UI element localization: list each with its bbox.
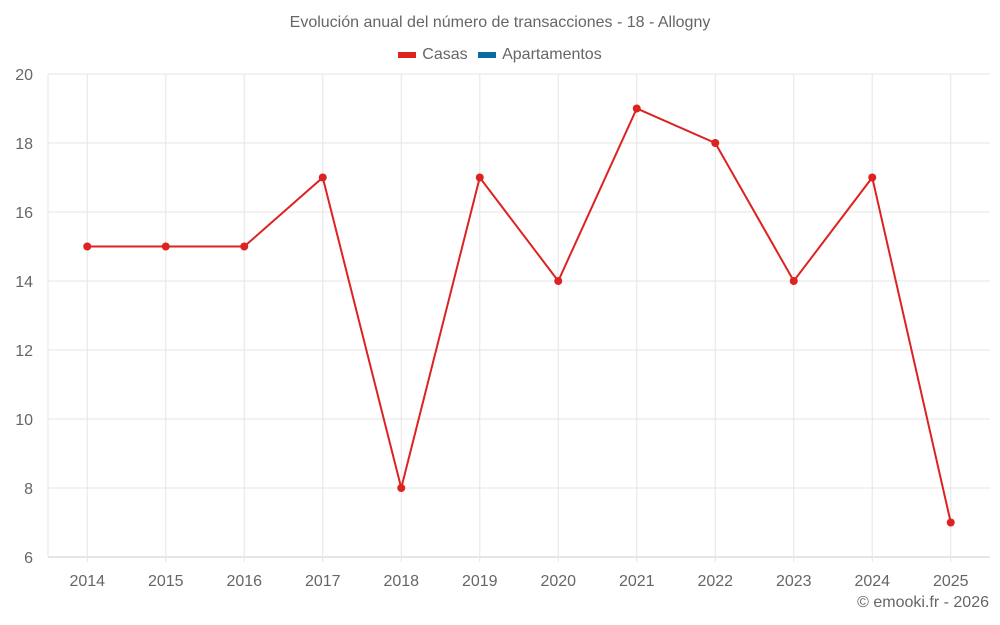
data-point[interactable] xyxy=(83,242,92,251)
x-tick-label: 2019 xyxy=(462,573,498,590)
y-tick-label: 14 xyxy=(15,274,33,291)
data-point[interactable] xyxy=(318,173,327,182)
x-tick-label: 2017 xyxy=(305,573,341,590)
y-tick-label: 16 xyxy=(15,205,33,222)
legend-swatch-casas xyxy=(398,52,417,58)
y-tick-label: 10 xyxy=(15,412,33,429)
data-point[interactable] xyxy=(554,277,563,285)
legend-item-casas[interactable]: Casas xyxy=(398,46,468,64)
x-tick-label: 2023 xyxy=(776,573,812,590)
data-point[interactable] xyxy=(161,242,170,251)
y-tick-label: 20 xyxy=(15,67,33,84)
data-point[interactable] xyxy=(475,173,484,182)
data-point[interactable] xyxy=(711,139,720,147)
x-tick-label: 2015 xyxy=(148,573,184,590)
x-tick-label: 2020 xyxy=(540,573,576,590)
y-tick-label: 18 xyxy=(15,136,33,153)
copyright: © emooki.fr - 2026 xyxy=(857,594,989,611)
legend-label-casas: Casas xyxy=(422,46,468,63)
x-tick-label: 2025 xyxy=(933,573,969,590)
series-casas xyxy=(83,104,955,527)
chart-title: Evolución anual del número de transaccio… xyxy=(289,14,711,31)
legend-label-apartamentos: Apartamentos xyxy=(502,46,602,63)
data-point[interactable] xyxy=(868,173,877,182)
data-point[interactable] xyxy=(397,484,406,492)
y-tick-label: 8 xyxy=(24,481,33,498)
data-point[interactable] xyxy=(632,104,641,113)
y-tick-label: 12 xyxy=(15,343,33,360)
series-line xyxy=(87,107,952,523)
x-tick-label: 2014 xyxy=(69,573,105,590)
legend-swatch-apartamentos xyxy=(478,52,497,58)
y-tick-label: 6 xyxy=(24,550,33,567)
x-tick-label: 2024 xyxy=(854,573,890,590)
data-point[interactable] xyxy=(946,518,955,527)
x-tick-label: 2016 xyxy=(226,573,262,590)
data-point[interactable] xyxy=(240,242,249,251)
grid-lines xyxy=(47,73,990,562)
y-axis: 6 8 10 12 14 16 18 20 xyxy=(15,67,33,567)
x-tick-label: 2022 xyxy=(697,573,733,590)
legend-item-apartamentos[interactable]: Apartamentos xyxy=(478,46,602,64)
legend: Casas Apartamentos xyxy=(0,45,1000,64)
x-axis: 2014 2015 2016 2017 2018 2019 2020 2021 2022 2023… xyxy=(69,573,968,590)
x-tick-label: 2018 xyxy=(383,573,419,590)
x-tick-label: 2021 xyxy=(619,573,655,590)
data-point[interactable] xyxy=(789,277,798,285)
